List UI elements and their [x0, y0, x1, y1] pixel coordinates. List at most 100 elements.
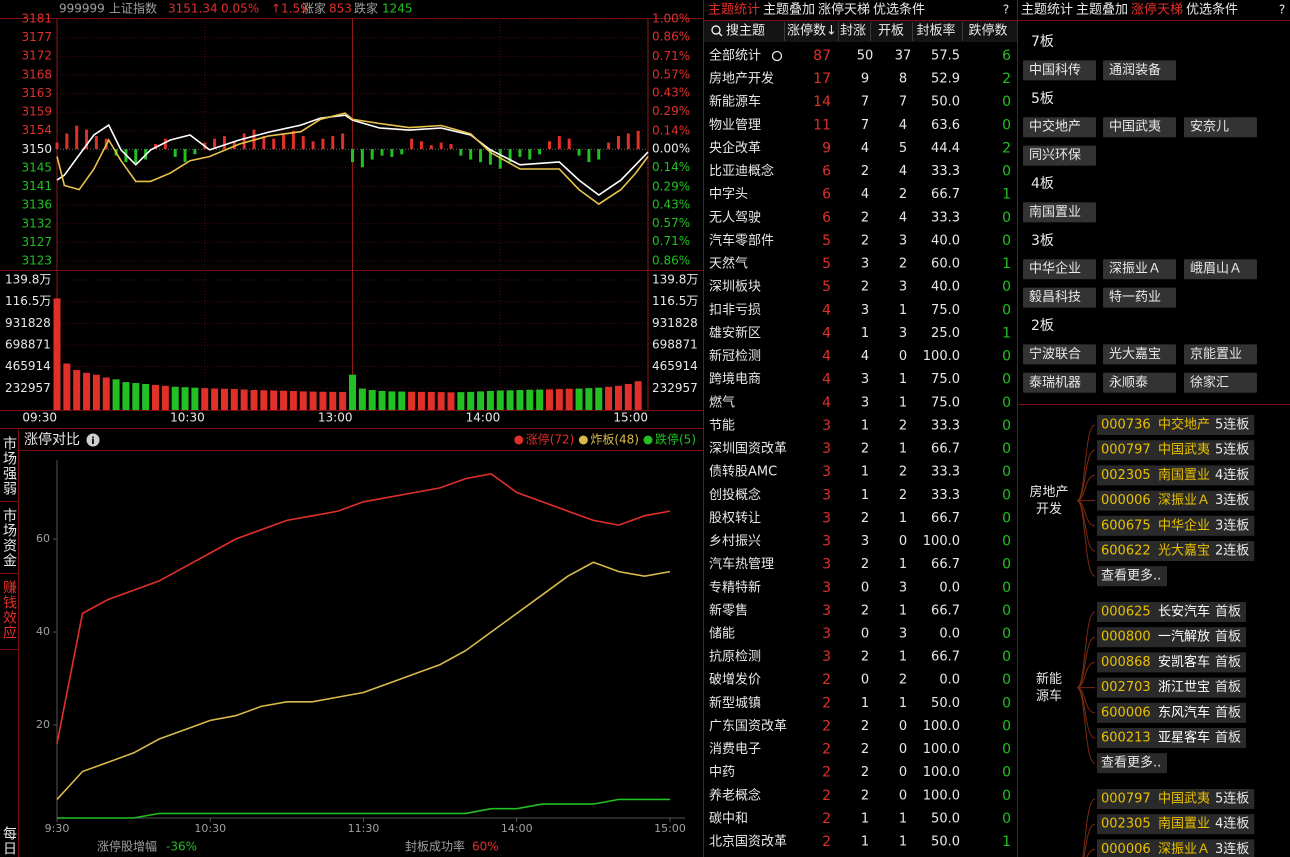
stock-name[interactable]: 一汽解放	[1158, 630, 1210, 645]
stock-item[interactable]	[1097, 677, 1247, 698]
stock-code[interactable]: 600213	[1101, 731, 1151, 746]
stock-name[interactable]: 南国置业	[1158, 467, 1210, 483]
stock-button[interactable]	[1103, 344, 1176, 365]
stock-name[interactable]: 光大嘉宝	[1158, 544, 1210, 559]
side-tab[interactable]: 市场强弱	[1, 435, 17, 496]
stock-button-label[interactable]: 南国置业	[1029, 204, 1081, 220]
theme-name[interactable]: 扣非亏损	[709, 303, 761, 318]
stock-code[interactable]: 000006	[1101, 842, 1151, 857]
theme-name[interactable]: 养老概念	[709, 787, 761, 803]
stock-button[interactable]	[1103, 372, 1176, 393]
theme-name[interactable]: 新冠检测	[709, 348, 761, 364]
stock-item[interactable]	[1097, 440, 1255, 461]
stock-code[interactable]: 000797	[1101, 792, 1151, 807]
theme-name[interactable]: 跨境电商	[709, 372, 761, 387]
more-button[interactable]	[1097, 753, 1167, 774]
stock-button[interactable]	[1103, 60, 1176, 81]
stock-button-label[interactable]: 光大嘉宝	[1109, 347, 1161, 362]
board-count[interactable]: 4连板	[1215, 467, 1249, 483]
stock-code[interactable]: 000800	[1101, 630, 1151, 645]
stock-button-label[interactable]: 特一药业	[1109, 290, 1161, 305]
theme-name[interactable]: 新能源车	[709, 94, 761, 110]
stock-code[interactable]: 002305	[1101, 468, 1151, 483]
stock-button-label[interactable]: 中交地产	[1029, 119, 1081, 135]
column-header[interactable]: 跌停数	[968, 23, 1007, 39]
stock-code[interactable]: 000736	[1101, 418, 1151, 433]
stock-button[interactable]	[1023, 202, 1096, 223]
column-header[interactable]: 开板	[878, 24, 904, 39]
stock-name[interactable]: 东风汽车	[1158, 704, 1210, 720]
board-count[interactable]: 3连板	[1215, 492, 1249, 508]
stock-button[interactable]	[1023, 60, 1096, 81]
stock-code[interactable]: 002703	[1101, 680, 1151, 695]
theme-name[interactable]: 深圳板块	[709, 280, 761, 295]
theme-name[interactable]: 乡村振兴	[709, 534, 761, 549]
stock-item[interactable]	[1097, 415, 1255, 435]
stock-button[interactable]	[1023, 344, 1096, 365]
panel-tab[interactable]: 主题统计	[708, 3, 760, 18]
theme-name[interactable]: 深圳国资改革	[709, 442, 787, 457]
more-button[interactable]	[1097, 566, 1167, 587]
stock-code[interactable]: 000006	[1101, 493, 1151, 508]
column-header[interactable]: 封涨	[840, 24, 866, 39]
stock-button-label[interactable]: 毅昌科技	[1029, 289, 1081, 305]
stock-button-label[interactable]: 京能置业	[1190, 347, 1242, 362]
stock-item[interactable]	[1097, 602, 1247, 622]
stock-button-label[interactable]: 宁波联合	[1029, 346, 1081, 362]
stock-button[interactable]	[1184, 344, 1257, 365]
stock-button-label[interactable]: 中华企业	[1029, 261, 1081, 277]
stock-item[interactable]	[1097, 490, 1255, 511]
board-count[interactable]: 首板	[1215, 680, 1241, 695]
panel-tab[interactable]: 主题叠加	[1076, 3, 1128, 18]
theme-name[interactable]: 物业管理	[709, 118, 761, 133]
stock-button[interactable]	[1184, 372, 1257, 393]
side-tab[interactable]: 市场资金	[1, 507, 17, 568]
stock-item[interactable]	[1097, 728, 1247, 748]
stock-name[interactable]: 中华企业	[1158, 517, 1210, 533]
board-count[interactable]: 首板	[1215, 630, 1241, 645]
theme-name[interactable]: 燃气	[709, 394, 735, 410]
theme-name[interactable]: 碳中和	[709, 811, 748, 826]
stock-button-label[interactable]: 同兴环保	[1029, 148, 1081, 163]
stock-button[interactable]	[1023, 117, 1096, 138]
theme-name[interactable]: 储能	[709, 627, 735, 642]
board-count[interactable]: 3连板	[1215, 517, 1249, 533]
panel-tab[interactable]: 优选条件	[1186, 2, 1238, 18]
theme-name[interactable]: 无人驾驶	[709, 210, 761, 225]
theme-name[interactable]: 抗原检测	[709, 650, 761, 665]
side-tab[interactable]: 赚钱效应	[1, 580, 17, 640]
board-count[interactable]: 5连板	[1215, 791, 1249, 807]
board-count[interactable]: 首板	[1215, 731, 1241, 746]
board-count[interactable]: 2连板	[1215, 543, 1249, 559]
board-count[interactable]: 首板	[1215, 705, 1241, 720]
stock-button[interactable]	[1023, 259, 1096, 280]
panel-tab[interactable]: 优选条件	[873, 2, 925, 18]
theme-name[interactable]: 汽车热管理	[709, 556, 774, 572]
more-button-label[interactable]: 查看更多..	[1101, 568, 1161, 584]
board-count[interactable]: 5连板	[1215, 417, 1249, 433]
theme-name[interactable]: 天然气	[709, 256, 748, 272]
theme-name[interactable]: 新零售	[709, 602, 748, 618]
board-count[interactable]: 4连板	[1215, 816, 1249, 832]
stock-name[interactable]: 浙江世宝	[1158, 680, 1210, 695]
stock-button-label[interactable]: 中国科传	[1029, 63, 1081, 78]
stock-button-label[interactable]: 通润装备	[1109, 62, 1161, 78]
stock-button[interactable]	[1023, 372, 1096, 393]
stock-button-label[interactable]: 中国武夷	[1109, 119, 1161, 135]
board-count[interactable]: 3连板	[1215, 841, 1249, 857]
stock-code[interactable]: 000868	[1101, 655, 1151, 670]
stock-button[interactable]	[1103, 117, 1176, 138]
stock-button[interactable]	[1023, 287, 1096, 308]
stock-item[interactable]	[1097, 702, 1247, 723]
stock-item[interactable]	[1097, 814, 1255, 835]
stock-button[interactable]	[1184, 259, 1257, 280]
column-header[interactable]: 涨停数↓	[787, 23, 837, 39]
theme-name[interactable]: 破增发价	[709, 672, 761, 688]
stock-code[interactable]: 600622	[1101, 544, 1151, 559]
panel-tab[interactable]: 主题叠加	[763, 3, 815, 18]
stock-item[interactable]	[1097, 465, 1255, 486]
theme-name[interactable]: 北京国资改革	[709, 835, 787, 850]
theme-name[interactable]: 房地产开发	[709, 71, 774, 87]
theme-name[interactable]: 中药	[709, 765, 735, 780]
search-box[interactable]: 搜主题	[726, 24, 765, 39]
